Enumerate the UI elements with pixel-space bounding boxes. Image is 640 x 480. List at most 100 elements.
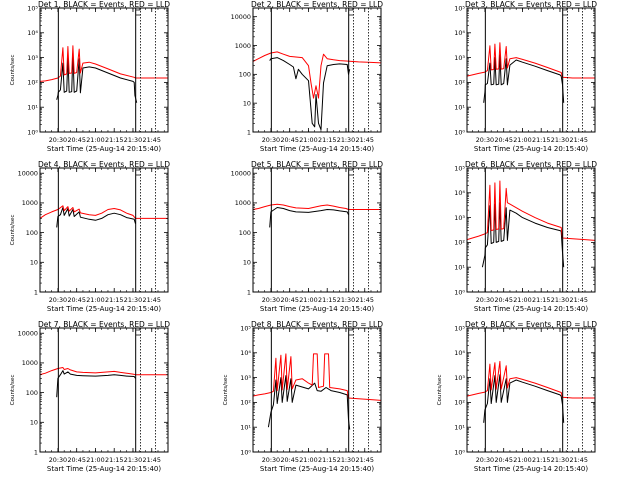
panel-5-x-axis-label: Start Time (25-Aug-14 20:15:40) (260, 305, 374, 313)
panel-6-x-tick-label: 20:45 (494, 296, 512, 304)
panel-7-y-tick-label: 100 (26, 389, 38, 397)
panel-7-x-tick-label: 21:45 (143, 456, 161, 464)
panel-2-x-tick-label: 21:45 (356, 136, 374, 144)
panel-6-title: Det 6, BLACK = Events, RED = LLD (465, 160, 597, 169)
panel-7-y-tick-label: 10 (30, 419, 38, 427)
panel-6-x-tick-label: 21:00 (513, 296, 531, 304)
panel-9-x-tick-label: 21:30 (551, 456, 569, 464)
panel-4-x-tick-label: 21:00 (86, 296, 104, 304)
panel-2-y-tick-label: 1000 (235, 42, 251, 50)
panel-6-series-lld (467, 180, 595, 241)
panel-8-axes-frame (252, 327, 382, 453)
panel-4-y-tick-label: 1 (34, 288, 38, 296)
panel-4-series-events (56, 207, 136, 228)
panel-5-series-events (269, 207, 349, 228)
panel-8-title: Det 8, BLACK = Events, RED = LLD (251, 320, 383, 329)
panel-7-title: Det 7, BLACK = Events, RED = LLD (38, 320, 170, 329)
panel-1-y-tick-label: 10⁰ (27, 128, 38, 136)
panel-9-x-tick-label: 21:15 (532, 456, 550, 464)
panel-7-y-tick-label: 1 (34, 448, 38, 456)
panel-1-x-tick-label: 21:00 (86, 136, 104, 144)
panel-4-y-tick-label: 100 (26, 229, 38, 237)
panel-5-x-tick-label: 21:45 (356, 296, 374, 304)
panel-7-x-tick-label: 21:15 (105, 456, 123, 464)
panel-8-x-tick-label: 21:30 (337, 456, 355, 464)
panel-3-x-tick-label: 21:45 (570, 136, 588, 144)
panel-5-title: Det 5, BLACK = Events, RED = LLD (251, 160, 383, 169)
panel-5-x-tick-label: 20:30 (262, 296, 280, 304)
panel-9-axes-frame (466, 327, 596, 453)
panel-8-y-tick-label: 10³ (240, 374, 251, 382)
panel-5-y-tick-label: 1 (247, 288, 251, 296)
panel-3-y-tick-label: 10⁰ (454, 128, 465, 136)
panel-7-y-tick-label: 10000 (18, 330, 38, 338)
panel-1-x-axis-label: Start Time (25-Aug-14 20:15:40) (47, 145, 161, 153)
panel-6-y-tick-label: 10¹ (454, 264, 465, 272)
panel-3-x-axis-label: Start Time (25-Aug-14 20:15:40) (474, 145, 588, 153)
panel-4-x-tick-label: 21:30 (124, 296, 142, 304)
panel-2-y-tick-label: 1 (247, 128, 251, 136)
panel-5-x-tick-label: 20:45 (280, 296, 298, 304)
panel-3-marker-bracket (562, 9, 568, 16)
panel-1-x-tick-label: 21:30 (124, 136, 142, 144)
panel-3-y-tick-label: 10² (454, 79, 465, 87)
panel-5-y-tick-label: 100 (239, 229, 251, 237)
panel-5-x-tick-label: 21:15 (318, 296, 336, 304)
panel-4-y-tick-label: 10000 (18, 170, 38, 178)
panel-7-x-tick-label: 20:30 (49, 456, 67, 464)
panel-8-series-events (267, 375, 351, 430)
panel-6-y-tick-label: 10⁵ (454, 164, 465, 172)
panel-4-x-axis-label: Start Time (25-Aug-14 20:15:40) (47, 305, 161, 313)
panel-1-series-lld (40, 45, 168, 82)
panel-8-x-tick-label: 20:45 (280, 456, 298, 464)
panel-8-y-tick-label: 10⁵ (240, 324, 251, 332)
panel-9-y-tick-label: 10⁰ (454, 448, 465, 456)
panel-3-x-tick-label: 21:15 (532, 136, 550, 144)
panel-3-axes-frame (466, 7, 596, 133)
panel-1-x-tick-label: 20:45 (67, 136, 85, 144)
panel-8-x-tick-label: 21:00 (299, 456, 317, 464)
panel-4-x-tick-label: 20:30 (49, 296, 67, 304)
panel-6-series-events (481, 202, 565, 268)
panel-3-x-tick-label: 21:30 (551, 136, 569, 144)
panel-7-x-tick-label: 20:45 (67, 456, 85, 464)
panel-9-y-axis-label: Counts/sec (437, 375, 443, 406)
panel-3-x-tick-label: 20:30 (476, 136, 494, 144)
panel-2-series-events (269, 57, 351, 131)
panel-3-x-tick-label: 21:00 (513, 136, 531, 144)
panel-4-y-tick-label: 10 (30, 259, 38, 267)
panel-1-y-tick-label: 10⁵ (27, 4, 38, 12)
panel-4-marker-bracket (135, 169, 141, 176)
panel-3-y-tick-label: 10¹ (454, 104, 465, 112)
panel-2-x-tick-label: 21:30 (337, 136, 355, 144)
panel-2-y-tick-label: 100 (239, 71, 251, 79)
panel-5-y-tick-label: 10000 (231, 170, 251, 178)
panel-9-marker-bracket (562, 329, 568, 336)
panel-7-series-lld (40, 367, 168, 376)
panel-9-x-tick-label: 20:30 (476, 456, 494, 464)
panel-7-y-axis-label: Counts/sec (10, 375, 16, 406)
panel-8-y-tick-label: 10⁰ (240, 448, 251, 456)
panel-2-x-tick-label: 20:45 (280, 136, 298, 144)
panel-4-x-tick-label: 21:15 (105, 296, 123, 304)
panel-8-y-tick-label: 10⁴ (240, 349, 251, 357)
panel-3-series-lld (467, 42, 595, 79)
panel-2-marker-bracket (348, 9, 354, 16)
panel-5-y-tick-label: 1000 (235, 199, 251, 207)
panel-9-x-tick-label: 21:45 (570, 456, 588, 464)
panel-5-x-tick-label: 21:00 (299, 296, 317, 304)
panel-4-title: Det 4, BLACK = Events, RED = LLD (38, 160, 170, 169)
panel-3-y-tick-label: 10³ (454, 54, 465, 62)
panel-8-marker-bracket (348, 329, 354, 336)
panel-1-series-events (56, 52, 138, 103)
panel-4-x-tick-label: 20:45 (67, 296, 85, 304)
panel-7-axes-frame (39, 327, 169, 453)
panel-3-y-tick-label: 10⁵ (454, 4, 465, 12)
panel-9-y-tick-label: 10⁵ (454, 324, 465, 332)
panel-3-title: Det 3, BLACK = Events, RED = LLD (465, 0, 597, 9)
panel-7-y-tick-label: 1000 (22, 359, 38, 367)
panel-7-x-tick-label: 21:00 (86, 456, 104, 464)
panel-1-marker-bracket (135, 9, 141, 16)
